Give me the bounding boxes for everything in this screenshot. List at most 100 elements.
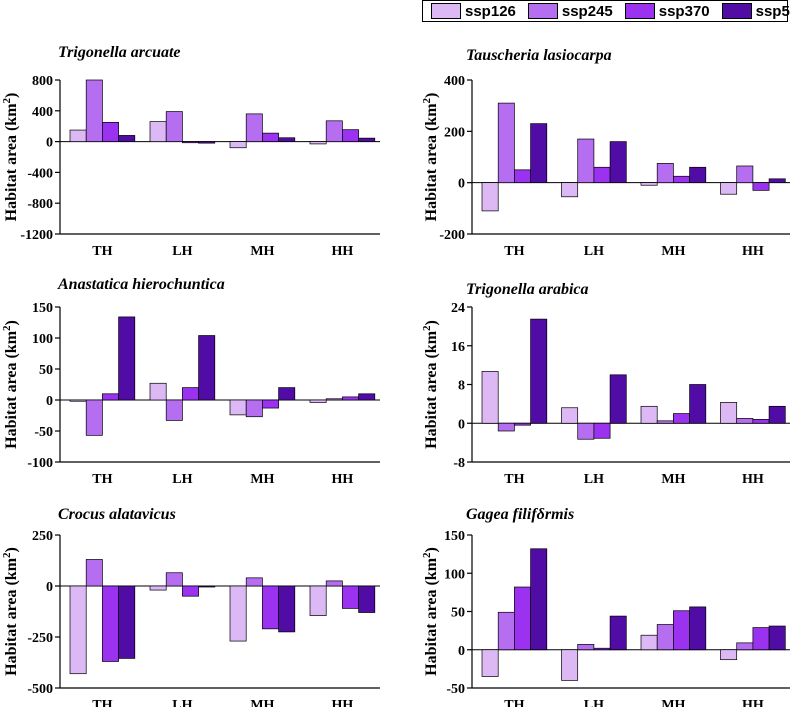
bar-MH-ssp585 [278,137,296,142]
x-tick-label: TH [504,472,524,487]
bar-HH-ssp370 [342,585,359,609]
y-tick-label: 0 [458,177,465,192]
bar-MH-ssp126 [640,182,658,186]
legend-swatch [527,3,558,19]
y-tick-label: 0 [46,580,53,595]
bar-TH-ssp370 [514,169,531,184]
x-tick-label: MH [661,698,685,707]
x-tick-label: MH [250,244,274,259]
chart-title: Gagea filifδrmis [466,506,574,523]
y-tick-label: 250 [32,529,53,544]
y-tick-label: 0 [458,417,465,432]
bar-HH-ssp245 [736,165,754,184]
x-tick-label: HH [742,244,764,259]
bar-LH-ssp585 [609,615,627,651]
bar-LH-ssp245 [577,138,595,184]
legend-item-ssp126[interactable]: ssp126 [431,3,516,20]
bar-MH-ssp585 [689,606,707,651]
bar-MH-ssp245 [245,577,263,587]
y-axis-label: Habitat area (km2) [1,547,20,676]
bar-TH-ssp245 [497,102,515,184]
legend-swatch [431,3,461,19]
bar-LH-ssp126 [561,649,579,681]
chart-panel-1: Trigonella arcuate Habitat area (km2) 800 4… [1,44,380,259]
legend-label: ssp585 [755,2,790,20]
x-tick-label: LH [584,698,604,707]
bar-MH-ssp245 [656,163,674,184]
chart-title: Crocus alatavicus [58,506,176,523]
bar-MH-ssp126 [229,585,247,642]
bar-HH-ssp370 [752,627,770,651]
bar-MH-ssp585 [278,387,296,401]
bar-HH-ssp245 [736,418,754,424]
bar-MH-ssp370 [673,175,690,184]
bar-MH-ssp585 [689,384,707,424]
y-axis-label: Habitat area (km2) [1,93,20,222]
bar-TH-ssp370 [102,121,119,142]
x-tick-label: HH [332,698,354,707]
y-tick-label: -1200 [20,228,53,243]
x-tick-label: TH [92,244,112,259]
bar-LH-ssp370 [182,585,199,597]
bar-LH-ssp585 [198,141,216,144]
bar-LH-ssp245 [165,572,183,587]
bar-HH-ssp370 [752,419,770,424]
bar-TH-ssp245 [85,559,103,587]
bar-MH-ssp245 [245,399,263,418]
bar-TH-ssp370 [514,586,531,651]
bar-LH-ssp370 [182,387,199,401]
x-tick-label: LH [172,244,192,259]
bar-MH-ssp126 [229,399,247,416]
bar-LH-ssp245 [577,644,595,651]
chart-panel-6: Gagea filifδrmis Habitat area (km2) 150 100… [421,506,790,707]
x-tick-label: LH [172,698,192,707]
y-tick-label: 0 [46,394,53,409]
bar-MH-ssp370 [262,585,279,630]
y-tick-label: 0 [458,644,465,659]
bar-TH-ssp585 [530,318,548,424]
y-tick-label: 50 [451,606,465,621]
y-tick-label: -800 [27,197,53,212]
y-tick-label: -50 [446,682,465,697]
bar-TH-ssp585 [530,123,548,184]
x-tick-label: MH [661,472,685,487]
bar-LH-ssp245 [165,111,183,142]
bar-LH-ssp126 [561,407,579,424]
bar-LH-ssp370 [593,647,611,651]
bar-HH-ssp370 [752,182,770,191]
bar-LH-ssp585 [609,141,627,184]
bar-TH-ssp126 [481,182,499,212]
bar-TH-ssp245 [497,611,515,651]
bar-LH-ssp245 [165,399,183,421]
y-tick-label: 24 [451,301,465,316]
y-tick-label: 400 [32,105,53,120]
y-tick-label: 200 [444,125,465,140]
bar-HH-ssp585 [358,393,376,401]
bar-TH-ssp245 [85,399,103,436]
bar-MH-ssp370 [673,610,690,651]
bar-TH-ssp370 [514,422,531,426]
bar-HH-ssp585 [768,178,786,184]
chart-title: Trigonella arabica [466,281,589,298]
legend-item-ssp370[interactable]: ssp370 [624,3,710,20]
legend-item-ssp585[interactable]: ssp585 [721,2,790,20]
y-tick-label: 150 [444,529,465,544]
bar-HH-ssp126 [720,649,738,661]
y-tick-label: 150 [32,301,53,316]
bar-HH-ssp126 [720,402,738,424]
legend-label: ssp126 [465,2,516,20]
x-tick-label: HH [742,698,764,707]
bar-LH-ssp585 [198,335,216,401]
y-tick-label: 8 [458,379,465,394]
y-axis-label: Habitat area (km2) [421,547,440,676]
bar-HH-ssp370 [342,129,359,142]
bar-TH-ssp126 [69,585,87,675]
bar-HH-ssp585 [768,405,786,424]
y-tick-label: -8 [453,456,465,471]
y-tick-label: 400 [444,74,465,89]
legend-item-ssp245[interactable]: ssp245 [527,3,613,20]
chart-title: Anastatica hierochuntica [57,276,225,293]
x-tick-label: MH [250,472,274,487]
x-tick-label: HH [332,472,354,487]
bar-MH-ssp245 [656,624,674,651]
